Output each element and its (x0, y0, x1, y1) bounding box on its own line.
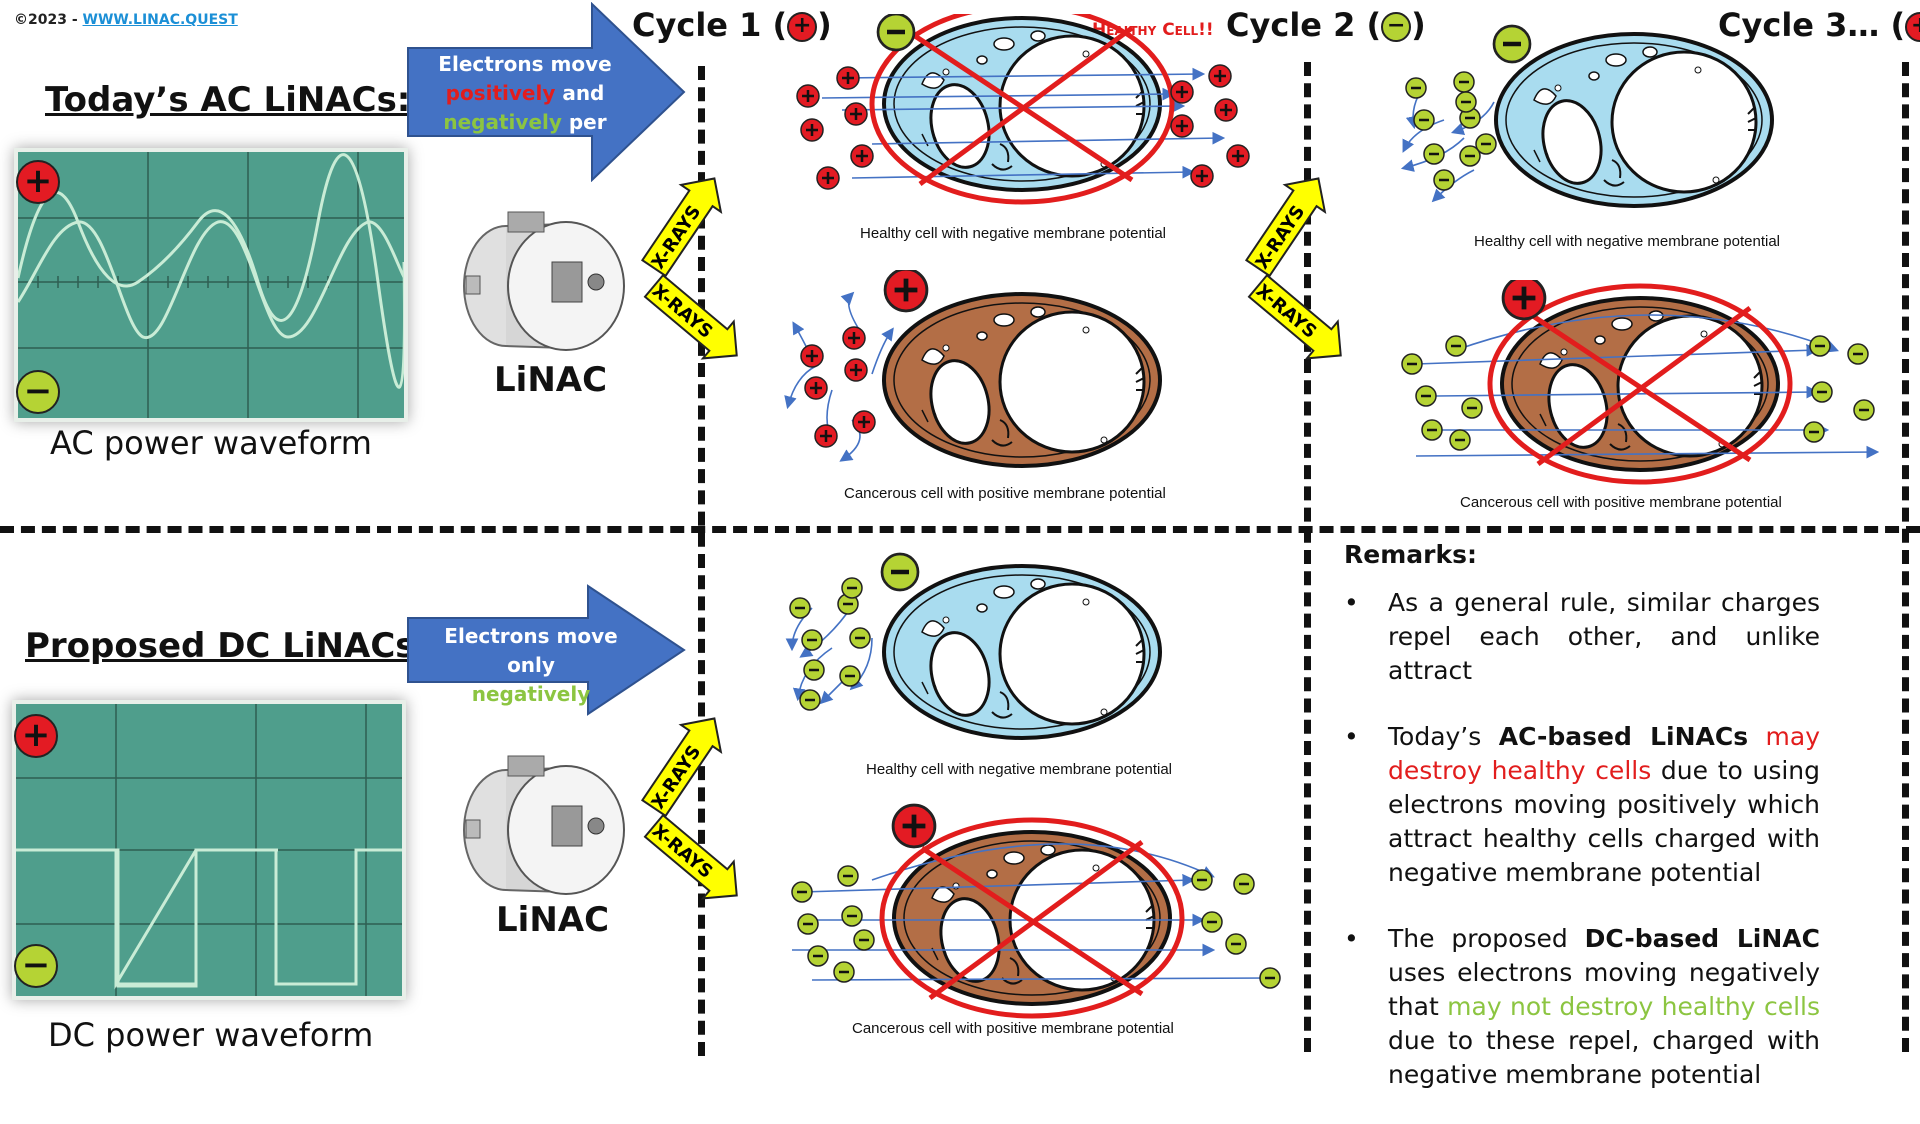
remark-item: The proposed DC-based LiNAC uses electro… (1344, 922, 1820, 1092)
dc-cancer-cell (790, 800, 1282, 1030)
xray-arrows-bottom: X-RAYS X-RAYS (641, 717, 738, 900)
cycle1-heading: Cycle 1 (+) (632, 6, 832, 44)
cycle3-cancer-caption: Cancerous cell with positive membrane po… (1460, 494, 1782, 511)
linac-machine-icon (463, 211, 625, 351)
cycle1-cancer-caption: Cancerous cell with positive membrane po… (844, 485, 1166, 502)
remark-3-a: The proposed (1388, 924, 1585, 953)
remarks-list: As a general rule, similar charges repel… (1344, 586, 1820, 1092)
plus-icon: + (787, 12, 818, 42)
remark-1-text: As a general rule, similar charges repel… (1388, 588, 1820, 685)
remark-2-a: Today’s (1388, 722, 1499, 751)
divider-cycle2 (1304, 62, 1311, 1052)
ac-sine-wave (16, 153, 406, 389)
dc-waveform-graph (16, 704, 402, 996)
cycle3-healthy-cell (1400, 20, 1774, 208)
ac-arrow-positive: positively (445, 81, 556, 105)
horizontal-divider (0, 526, 1920, 533)
remark-3-not-destroy: may not destroy healthy cells (1447, 992, 1821, 1021)
dc-cancer-caption: Cancerous cell with positive membrane po… (852, 1020, 1174, 1037)
plus-icon: + (14, 714, 58, 758)
divider-cycle3 (1902, 62, 1909, 1052)
linac-machine-icon (463, 755, 625, 895)
cycle2-close: ) (1411, 6, 1426, 44)
remark-2-c (1748, 722, 1765, 751)
remark-item: As a general rule, similar charges repel… (1344, 586, 1820, 688)
dc-waveform-scope: + − (12, 700, 406, 1000)
remark-3-c: uses electrons moving negatively that (1388, 958, 1820, 1021)
dc-arrow-line1: Electrons move only (444, 624, 618, 677)
linac-label-top: LiNAC (494, 360, 608, 400)
cycle1-close: ) (817, 6, 832, 44)
ac-waveform-scope: + − (14, 148, 408, 422)
dc-arrow-negative: negatively (471, 682, 591, 706)
ac-waveform-graph (16, 152, 406, 418)
dc-healthy-cell (785, 552, 1162, 740)
ac-arrow-and: and (555, 81, 605, 105)
divider-cycle1 (698, 66, 705, 1056)
dc-arrow-text: Electrons move only negatively (420, 622, 642, 709)
dc-healthy-caption: Healthy cell with negative membrane pote… (866, 761, 1172, 778)
ac-arrow-per-cycle: per cycle (496, 110, 607, 163)
cycle1-label: Cycle 1 ( (632, 6, 788, 44)
ac-arrow-negative: negatively (443, 110, 562, 134)
xray-arrows-top-cycle1: X-RAYS X-RAYS (641, 177, 738, 360)
ac-waveform-caption: AC power waveform (50, 424, 372, 462)
remark-item: Today’s AC-based LiNACs may destroy heal… (1344, 720, 1820, 890)
cycle2-heading: Cycle 2 (−) (1226, 6, 1426, 44)
cycle1-cancer-cell (784, 270, 1162, 468)
plus-icon: + (16, 160, 60, 204)
copyright-prefix: ©2023 - (14, 12, 83, 28)
remark-2-e: due to using electrons moving positively… (1388, 756, 1820, 887)
cycle2-label: Cycle 2 ( (1226, 6, 1382, 44)
dc-square-wave (16, 848, 402, 990)
cycle3-heading: Cycle 3… (+) (1718, 6, 1920, 44)
dc-linacs-heading: Proposed DC LiNACs: (25, 626, 430, 666)
copyright: ©2023 - WWW.LINAC.QUEST (14, 12, 238, 28)
ac-arrow-line1: Electrons move (438, 52, 612, 76)
cycle3-cancer-cell (1400, 280, 1880, 490)
cycle1-healthy-cell (795, 14, 1251, 214)
minus-icon: − (1381, 12, 1412, 42)
xray-arrows-top-cycle2: X-RAYS X-RAYS (1245, 177, 1342, 360)
plus-icon: + (1905, 12, 1920, 42)
remarks-title: Remarks: (1344, 540, 1477, 569)
ac-linacs-heading: Today’s AC LiNACs: (45, 80, 411, 120)
remarks-panel: Remarks: As a general rule, similar char… (1344, 538, 1820, 1124)
cycle3-label: Cycle 3… ( (1718, 6, 1906, 44)
linac-label-bottom: LiNAC (496, 900, 610, 940)
dc-waveform-caption: DC power waveform (48, 1016, 374, 1054)
remark-3-dc-based: DC-based LiNAC (1584, 924, 1820, 953)
ac-electron-arrow (407, 2, 686, 182)
cycle1-healthy-caption: Healthy cell with negative membrane pote… (860, 225, 1166, 242)
minus-icon: − (16, 370, 60, 414)
website-link[interactable]: WWW.LINAC.QUEST (82, 12, 238, 28)
remark-2-destroy: may destroy healthy cells (1388, 722, 1820, 785)
ac-arrow-text: Electrons move positively and negatively… (420, 50, 630, 166)
minus-icon: − (14, 944, 58, 988)
remark-2-ac-based: AC-based LiNACs (1498, 722, 1749, 751)
cycle3-healthy-caption: Healthy cell with negative membrane pote… (1474, 233, 1780, 250)
dc-electron-arrow (407, 584, 686, 716)
